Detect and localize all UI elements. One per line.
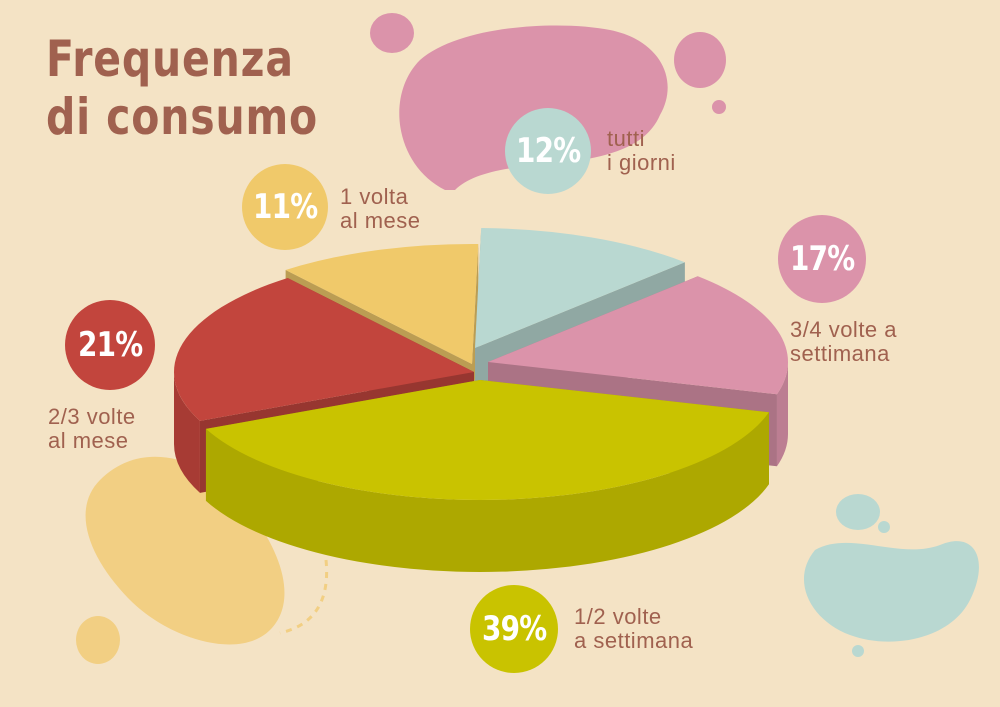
pie-slice-3 [205,380,769,572]
label-line: 1 volta [340,184,409,209]
chart-title: Frequenza di consumo [46,30,318,146]
label-tutti-i-giorni: tutti i giorni [607,127,676,175]
badge-3-4-volte: 17% [778,215,866,303]
badge-tutti-i-giorni: 12% [505,108,591,194]
label-2-3-volte: 2/3 volte al mese [48,405,136,453]
teal-dot-1 [878,521,890,533]
pink-dot [712,100,726,114]
badge-1-volta-al-mese: 11% [242,164,328,250]
teal-blob [803,541,979,642]
percent-label-1-2-volte: 39% [481,609,547,649]
yellow-blob-small [76,616,120,664]
badge-2-3-volte: 21% [65,300,155,390]
teal-blob-top [836,494,880,530]
label-line: al mese [340,208,421,233]
label-line: 3/4 volte a [790,317,898,342]
chart-title-line-1: Frequenza [46,30,294,88]
label-line: settimana [790,341,890,366]
teal-dot-2 [852,645,864,657]
chart-title-line-2: di consumo [46,88,319,146]
pink-blob-right [674,32,726,88]
label-line: 2/3 volte [48,404,136,429]
label-1-volta-al-mese: 1 volta al mese [340,185,421,233]
label-line: tutti [607,126,645,151]
dashed-line [279,559,329,635]
percent-label-2-3-volte: 21% [77,325,143,365]
percent-label-1-volta: 11% [252,187,318,227]
label-line: al mese [48,428,129,453]
percent-label-tutti-i-giorni: 12% [515,131,581,171]
label-line: a settimana [574,628,694,653]
percent-label-3-4-volte: 17% [789,239,855,279]
label-1-2-volte: 1/2 volte a settimana [574,605,693,653]
badge-1-2-volte: 39% [470,585,558,673]
pink-blob-small [370,13,414,53]
label-3-4-volte: 3/4 volte a settimana [790,318,897,366]
label-line: i giorni [607,150,676,175]
pink-blob [399,25,668,191]
label-line: 1/2 volte [574,604,662,629]
